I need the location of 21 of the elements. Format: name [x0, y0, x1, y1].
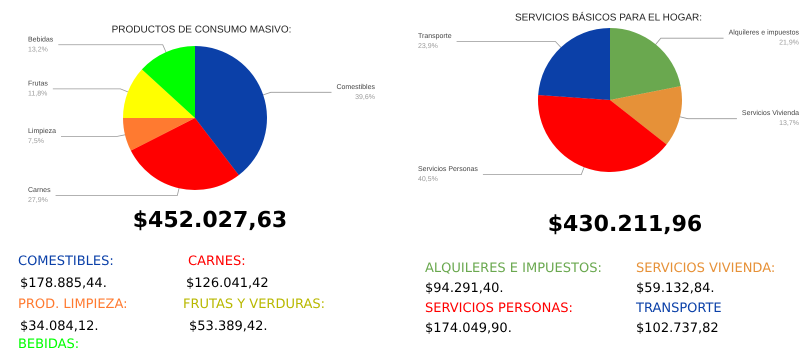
text: $59.132,84. — [636, 281, 715, 296]
text: $430.211,96 — [546, 212, 704, 237]
text: $53.389,42. — [189, 319, 268, 334]
text: $126.041,42 — [186, 276, 269, 291]
text: FRUTAS Y VERDURAS: — [183, 297, 326, 312]
text: COMESTIBLES: — [18, 254, 114, 269]
text: SERVICIOS PERSONAS: — [425, 301, 573, 316]
chart-title: PRODUCTOS DE CONSUMO MASIVO: — [112, 24, 292, 36]
text: PROD. LIMPIEZA: — [18, 297, 128, 312]
chart-title: SERVICIOS BÁSICOS PARA EL HOGAR: — [514, 12, 702, 24]
text: ALQUILERES E IMPUESTOS: — [425, 261, 602, 276]
text: $452.027,63 — [132, 208, 288, 233]
text: $94.291,40. — [425, 281, 504, 296]
text: TRANSPORTE — [636, 301, 722, 316]
text: $178.885,44. — [20, 276, 107, 291]
text: $34.084,12. — [20, 319, 99, 334]
text: CARNES: — [188, 254, 246, 269]
text: SERVICIOS VIVIENDA: — [636, 261, 776, 276]
text: $174.049,90. — [425, 321, 512, 336]
text: BEBIDAS: — [18, 337, 80, 352]
text: $102.737,82 — [636, 321, 719, 336]
